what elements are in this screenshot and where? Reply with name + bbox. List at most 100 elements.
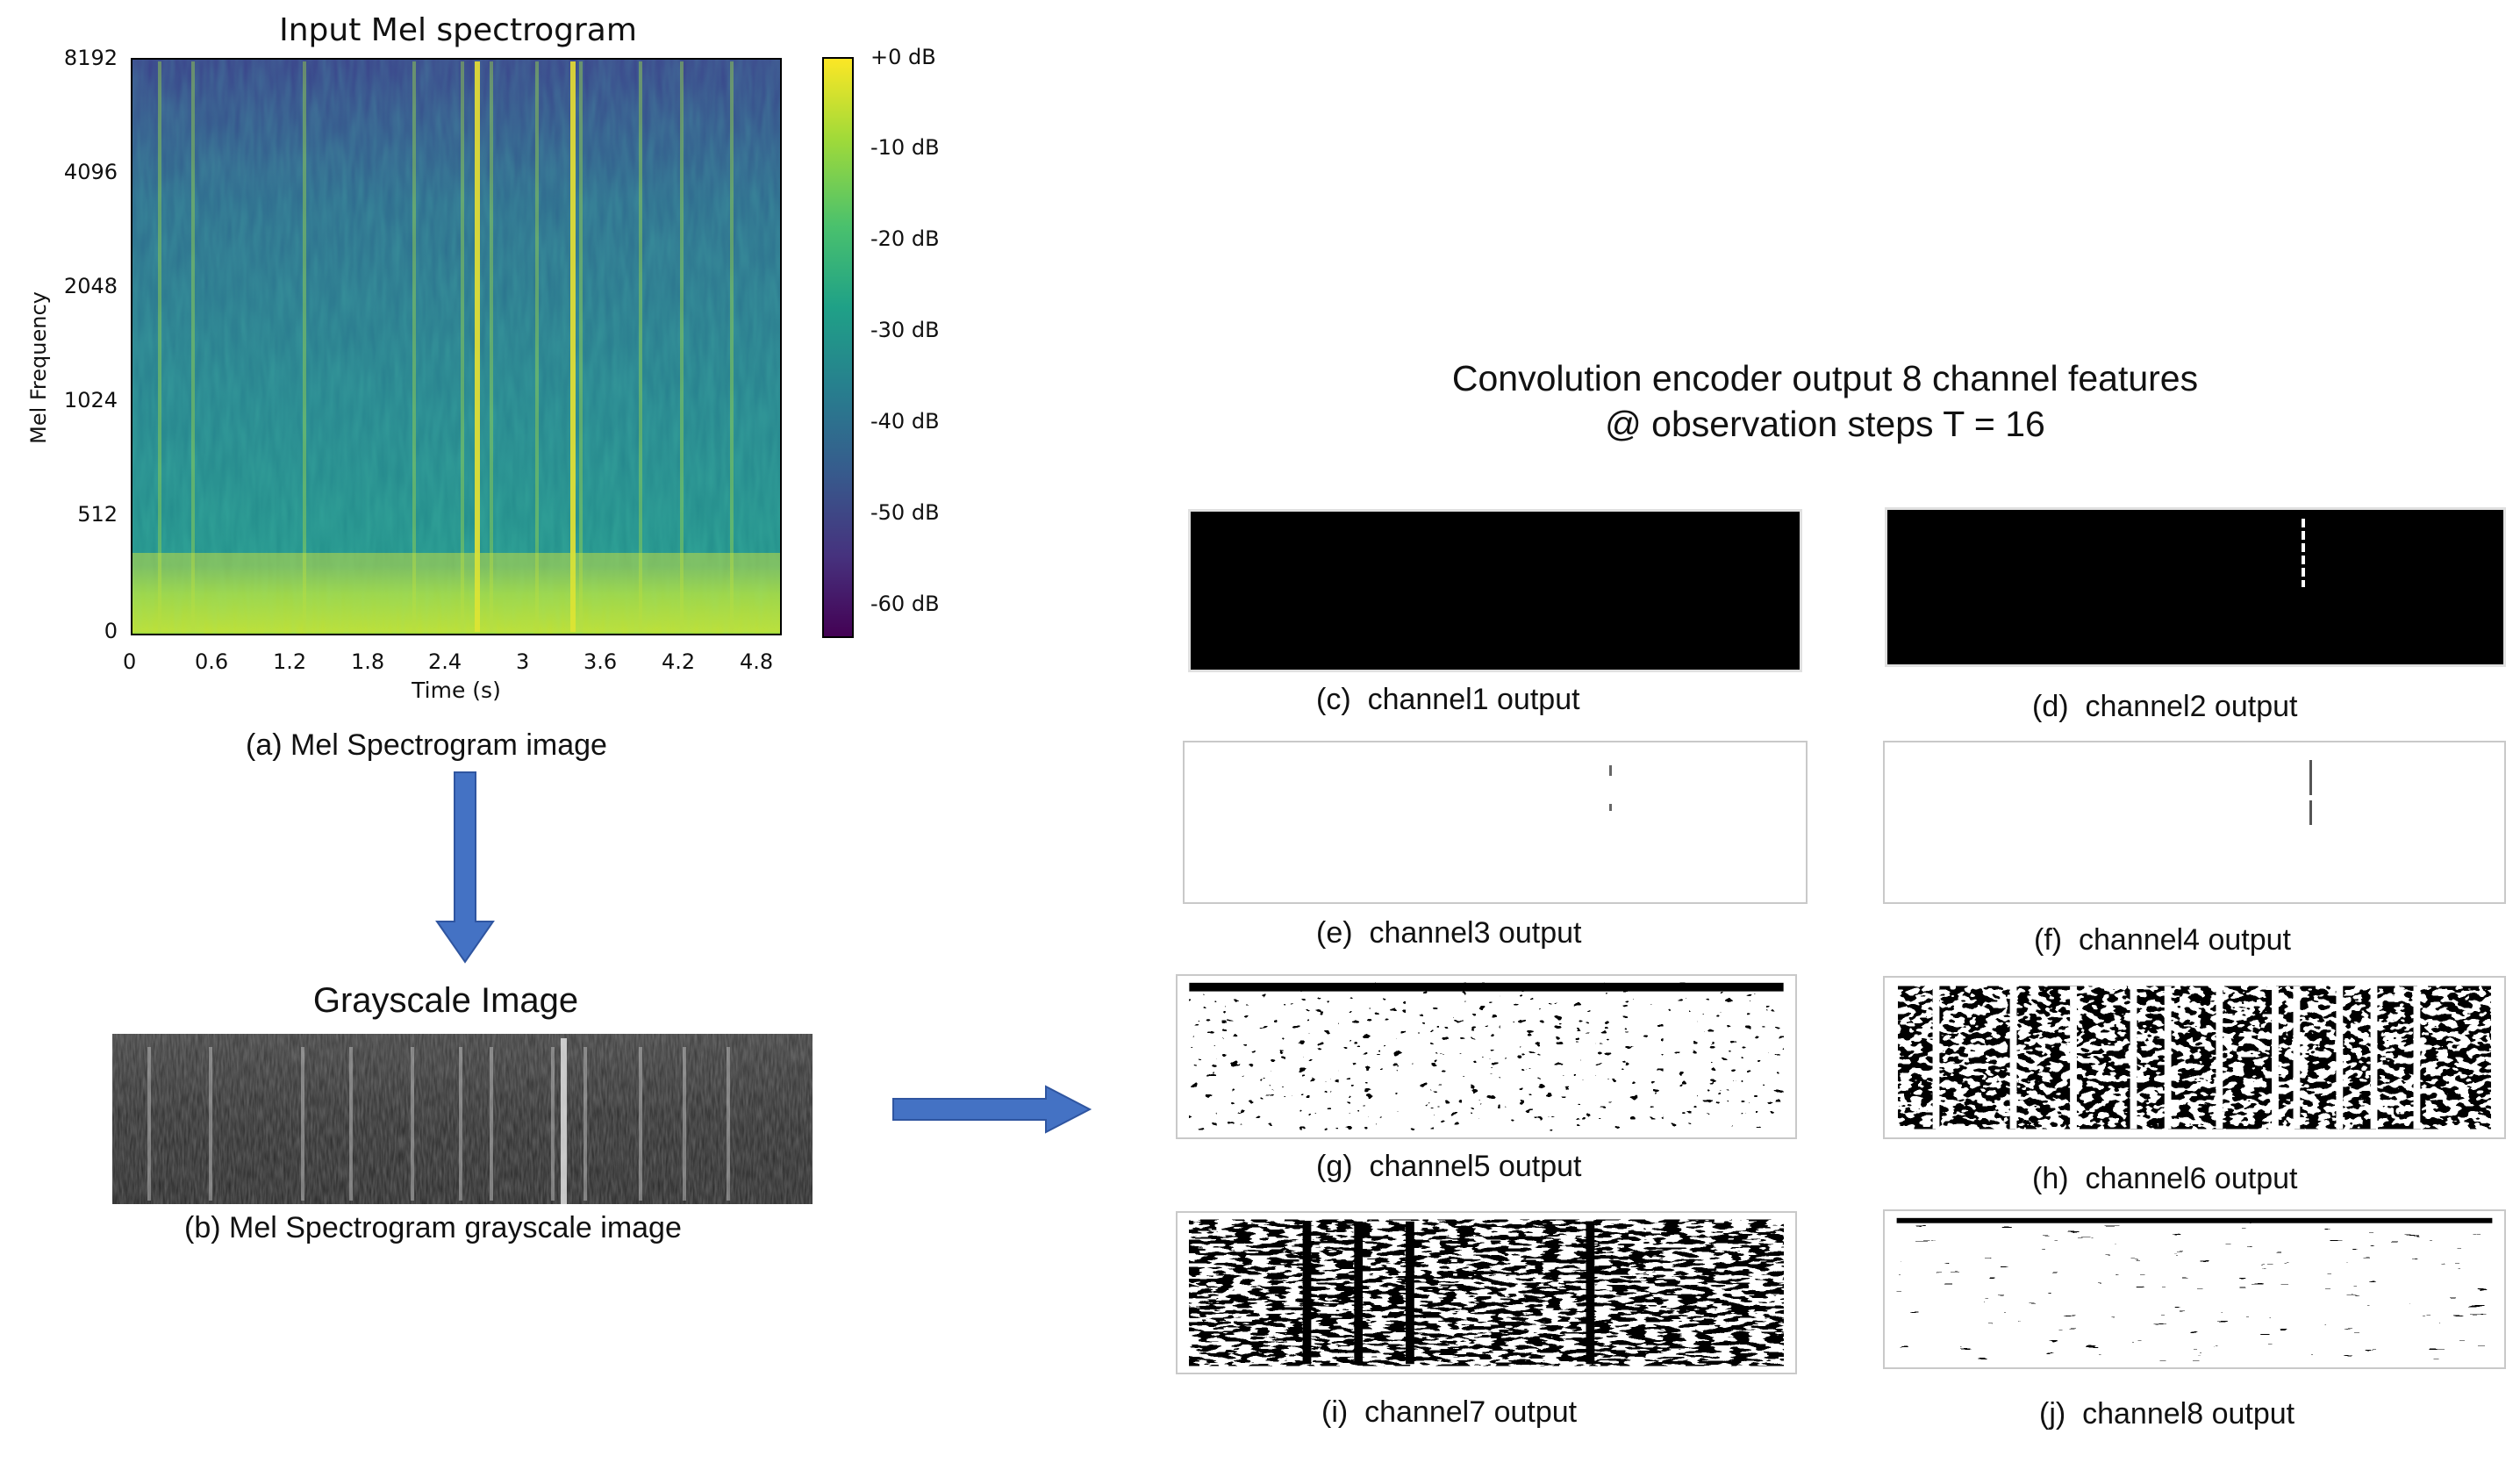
encoder-title-line2: @ observation steps T = 16 [1605, 404, 2045, 444]
channel3-mark [1609, 804, 1612, 811]
channel2-panel [1885, 507, 2506, 667]
texture-streak [475, 61, 480, 632]
spectrogram-ylabel: Mel Frequency [26, 291, 51, 444]
texture-streak [132, 553, 781, 632]
colorbar-tick-label: -20 dB [870, 226, 940, 251]
caption-j: (j) channel8 output [2039, 1397, 2294, 1431]
texture-streak [1568, 993, 1574, 1131]
texture-streak [1736, 993, 1742, 1131]
caption-label: (j) [2039, 1397, 2066, 1431]
channel1-panel [1188, 509, 1802, 672]
caption-h: (h) channel6 output [2032, 1162, 2297, 1196]
caption-label: (f) [2034, 923, 2063, 957]
caption-label: (i) [1321, 1395, 1349, 1429]
colorbar-tick-label: -60 dB [870, 592, 940, 616]
ytick-label: 8192 [63, 46, 118, 70]
texture-streak [303, 61, 306, 632]
channel3-panel [1183, 741, 1808, 904]
texture-streak [461, 61, 464, 632]
colorbar [822, 57, 854, 638]
texture-streak [209, 1047, 212, 1201]
xtick-label: 0.6 [195, 649, 229, 674]
texture-streak [349, 1047, 353, 1201]
caption-text: channel1 output [1367, 683, 1580, 716]
texture-streak [583, 1047, 587, 1201]
texture-streak [2272, 986, 2279, 1130]
texture-streak [459, 1047, 462, 1201]
encoder-title-line1: Convolution encoder output 8 channel fea… [1451, 358, 2199, 398]
texture-streak [1586, 1221, 1595, 1365]
texture-streak [412, 61, 416, 632]
texture-streak [570, 61, 576, 632]
caption-label: (c) [1316, 683, 1351, 716]
texture-streak [1932, 986, 1940, 1130]
caption-text: channel4 output [2079, 923, 2291, 957]
texture-streak [535, 61, 539, 632]
grayscale-title: Grayscale Image [312, 981, 579, 1020]
channel8-panel [1883, 1209, 2506, 1369]
texture-streak [1406, 1221, 1414, 1365]
ytick-label: 1024 [63, 388, 118, 412]
channel6-panel [1883, 976, 2506, 1139]
channel4-mark [2309, 800, 2312, 825]
texture-streak [561, 1038, 567, 1204]
texture-streak [1590, 993, 1596, 1131]
texture-streak [1285, 993, 1291, 1131]
xtick-label: 4.2 [662, 649, 696, 674]
channel4-panel [1883, 741, 2506, 904]
texture-streak [2130, 986, 2137, 1130]
texture-streak [2164, 986, 2172, 1130]
texture-streak [1302, 1221, 1312, 1365]
caption-i: (i) channel7 output [1321, 1395, 1577, 1430]
channel5-panel [1176, 974, 1797, 1139]
caption-text: channel8 output [2082, 1397, 2295, 1431]
texture-streak [1637, 993, 1643, 1131]
xtick-label: 1.2 [273, 649, 307, 674]
caption-text: channel5 output [1369, 1150, 1582, 1183]
texture-streak [1663, 993, 1669, 1131]
xtick-label: 1.8 [351, 649, 385, 674]
caption-text: channel6 output [2085, 1162, 2298, 1195]
caption-label: (e) [1316, 916, 1353, 950]
texture-streak [158, 61, 161, 632]
caption-a: (a) Mel Spectrogram image [246, 728, 607, 762]
ytick-label: 4096 [63, 160, 118, 184]
channel4-mark [2309, 760, 2312, 795]
texture-streak [490, 1047, 493, 1201]
caption-c: (c) channel1 output [1316, 683, 1580, 717]
xtick-label: 0 [123, 649, 137, 674]
texture-streak [147, 1047, 151, 1201]
texture-streak [1338, 993, 1344, 1131]
texture-streak [1216, 993, 1222, 1131]
xtick-label: 3 [516, 649, 530, 674]
colorbar-tick-label: +0 dB [870, 45, 936, 69]
spectrogram-title: Input Mel spectrogram [279, 12, 637, 48]
texture-streak [680, 61, 684, 632]
texture-streak [639, 61, 642, 632]
down-arrow-icon [435, 771, 495, 964]
caption-label: (d) [2032, 690, 2069, 723]
texture-streak [2070, 986, 2077, 1130]
texture-streak [551, 1047, 555, 1201]
xtick-label: 3.6 [583, 649, 618, 674]
texture-streak [2216, 986, 2223, 1130]
ytick-label: 0 [104, 619, 118, 643]
texture-streak [1354, 1221, 1364, 1365]
caption-g: (g) channel5 output [1316, 1150, 1581, 1184]
caption-d: (d) channel2 output [2032, 690, 2297, 724]
channel7-panel [1176, 1211, 1797, 1374]
xtick-label: 4.8 [740, 649, 774, 674]
right-arrow-icon [892, 1085, 1092, 1134]
texture-streak [1406, 993, 1411, 1131]
texture-streak [1697, 993, 1703, 1131]
caption-label: (h) [2032, 1162, 2069, 1195]
texture-streak [727, 1047, 730, 1201]
texture-streak [1500, 993, 1506, 1131]
ytick-label: 2048 [63, 274, 118, 298]
caption-b: (b) Mel Spectrogram grayscale image [184, 1211, 682, 1244]
xtick-label: 2.4 [428, 649, 462, 674]
caption-label: (g) [1316, 1150, 1353, 1183]
texture-streak [1465, 993, 1471, 1131]
texture-streak [730, 61, 734, 632]
texture-streak [2336, 986, 2344, 1130]
